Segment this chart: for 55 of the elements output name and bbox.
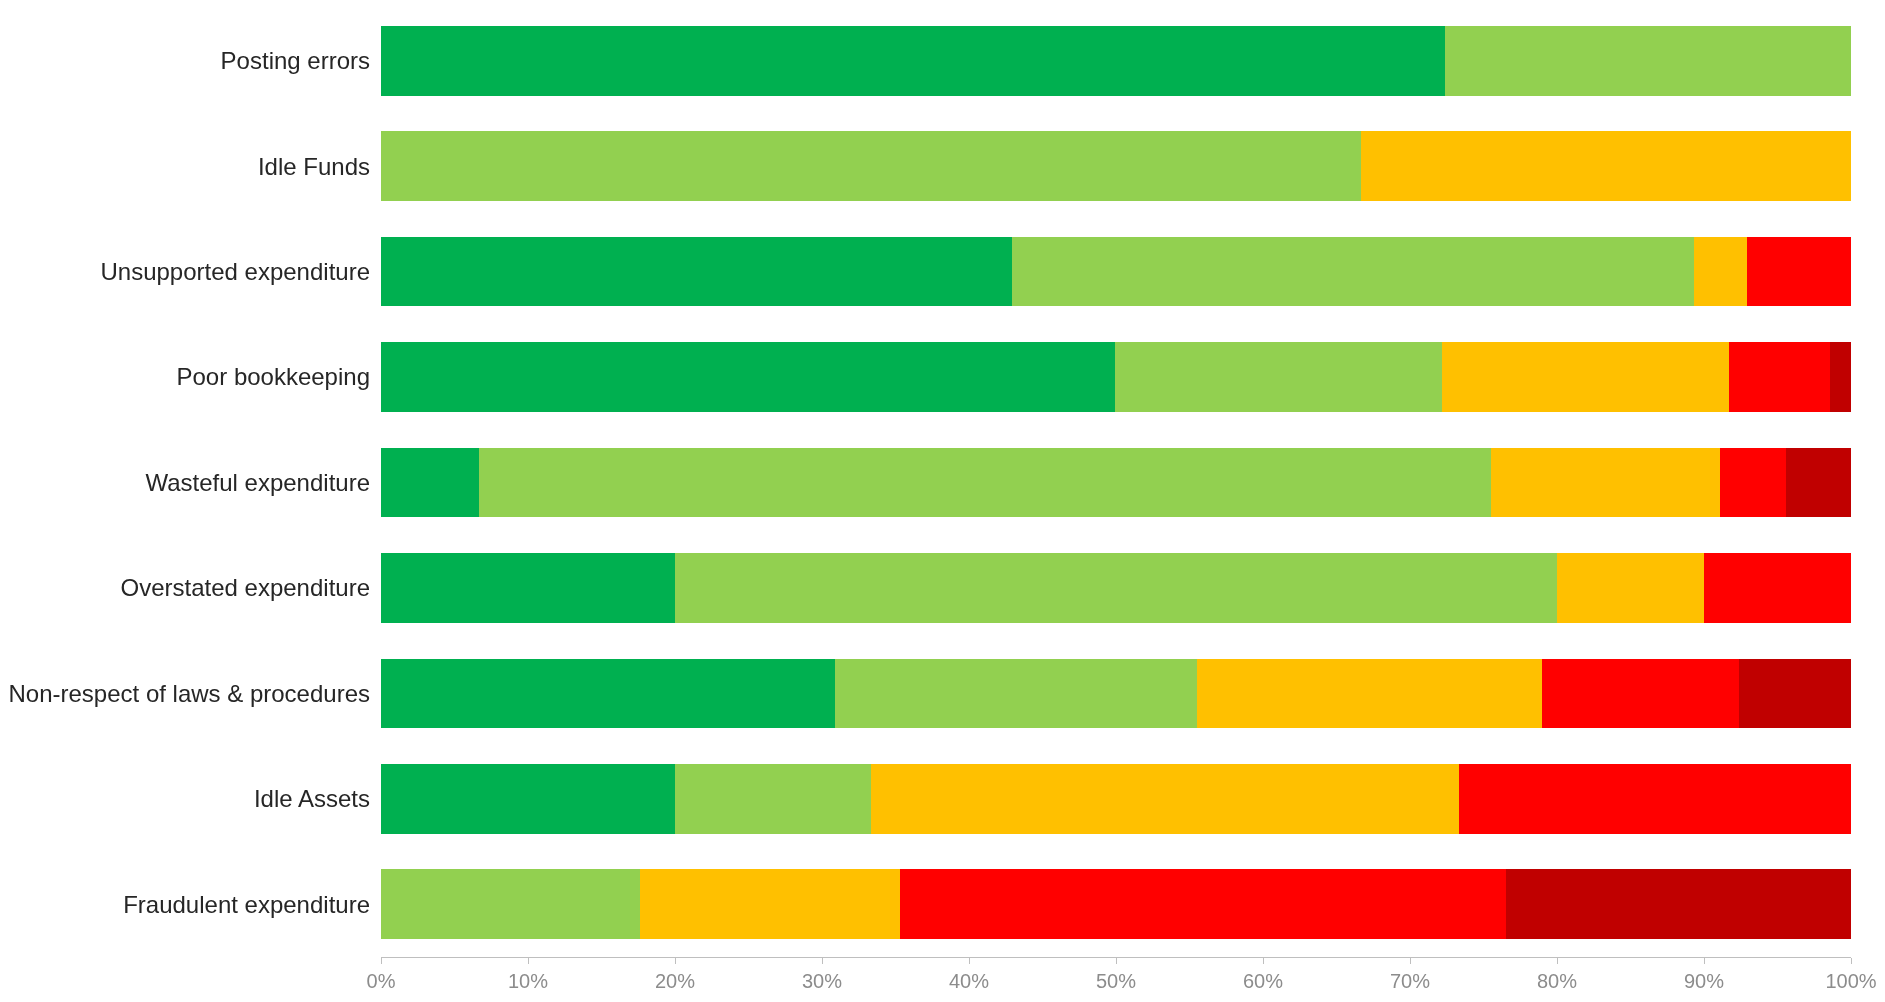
y-tick-label: Unsupported expenditure [100, 258, 370, 286]
bar [381, 658, 836, 729]
bar [899, 869, 1506, 940]
bar [1458, 764, 1851, 834]
bar [381, 236, 1012, 307]
bar [1786, 447, 1851, 518]
bar [381, 553, 675, 623]
bar [479, 447, 1491, 518]
bar [381, 764, 675, 834]
x-tick-label: 20% [654, 970, 696, 992]
bar [1746, 236, 1851, 307]
bar [870, 764, 1459, 834]
bar [835, 658, 1197, 729]
bar [1114, 342, 1443, 412]
bar [1011, 236, 1694, 307]
x-tick-label: 100% [1825, 970, 1877, 992]
bar [1830, 342, 1851, 412]
bar [1542, 658, 1740, 729]
bar [1739, 658, 1851, 729]
bar [381, 131, 1362, 201]
bar [1490, 447, 1721, 518]
x-tick-label: 40% [948, 970, 990, 992]
bar [381, 342, 1115, 412]
bar [1442, 342, 1729, 412]
x-tick-label: 60% [1242, 970, 1284, 992]
bar [675, 764, 871, 834]
x-tick-label: 80% [1536, 970, 1578, 992]
x-tick-label: 10% [507, 970, 549, 992]
y-tick-label: Posting errors [220, 47, 370, 75]
bar [1361, 131, 1851, 201]
x-tick-label: 50% [1095, 970, 1137, 992]
y-tick-label: Overstated expenditure [120, 574, 370, 602]
bar [1693, 236, 1747, 307]
y-tick-label: Poor bookkeeping [176, 363, 370, 391]
bar [1505, 869, 1851, 940]
bar [381, 25, 1446, 96]
x-tick-label: 30% [801, 970, 843, 992]
bar [381, 869, 640, 940]
x-tick-label: 70% [1389, 970, 1431, 992]
bar [1728, 342, 1831, 412]
bar [639, 869, 900, 940]
y-tick-label: Idle Funds [257, 152, 370, 180]
y-tick-label: Wasteful expenditure [145, 468, 370, 496]
bar [1557, 553, 1704, 623]
bar [675, 553, 1557, 623]
x-tick-label: 0% [366, 970, 396, 992]
bar [1704, 553, 1851, 623]
bar [1196, 658, 1543, 729]
y-tick-label: Idle Assets [253, 785, 370, 813]
bar [1445, 25, 1851, 96]
x-tick-label: 90% [1683, 970, 1725, 992]
bar [1720, 447, 1787, 518]
y-tick-label: Fraudulent expenditure [123, 890, 370, 918]
y-tick-label: Non-respect of laws & procedures [8, 679, 370, 707]
bar [381, 447, 480, 518]
